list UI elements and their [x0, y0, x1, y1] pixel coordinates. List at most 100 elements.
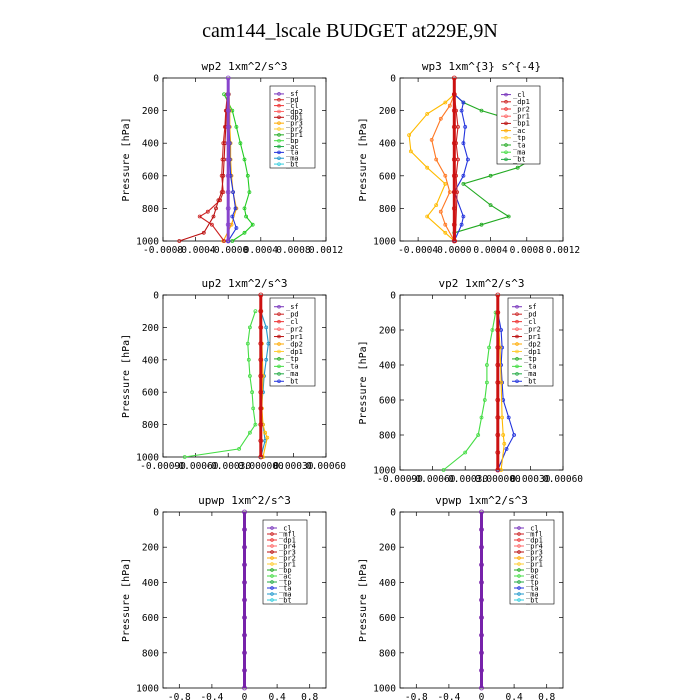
- legend-marker: [270, 562, 274, 566]
- y-tick-label: 400: [142, 139, 159, 150]
- x-tick-label: 0.00030: [510, 474, 550, 485]
- legend-entry: _cl: [524, 318, 537, 326]
- legend-entry: _pd: [286, 310, 299, 318]
- legend-entry: _bp: [279, 566, 292, 574]
- y-tick-label: 600: [142, 388, 159, 399]
- legend-entry: _ac: [513, 127, 526, 135]
- legend-marker: [517, 532, 521, 536]
- data-point: [230, 214, 235, 219]
- data-point: [500, 415, 505, 420]
- data-point: [225, 157, 231, 162]
- data-point: [425, 165, 430, 170]
- x-tick-label: 0.00060: [306, 461, 346, 472]
- data-point: [242, 615, 247, 620]
- data-point: [242, 206, 247, 211]
- y-tick-label: 400: [379, 578, 396, 589]
- legend-marker: [515, 319, 519, 324]
- data-point: [237, 446, 242, 451]
- legend-marker: [277, 312, 281, 316]
- data-point: [225, 189, 231, 195]
- legend-entry: _sf: [524, 303, 537, 311]
- legend-marker: [270, 544, 274, 548]
- data-point: [441, 468, 446, 472]
- data-point: [209, 222, 214, 227]
- legend-marker: [515, 304, 519, 309]
- data-point: [479, 509, 484, 515]
- legend-marker: [504, 143, 508, 147]
- legend-entry: _dp1: [524, 348, 541, 356]
- x-tick-label: -0.0000: [208, 245, 248, 256]
- legend-box: [269, 297, 316, 387]
- data-point: [222, 239, 227, 243]
- legend-marker: [277, 364, 281, 369]
- legend-marker: [277, 304, 281, 309]
- legend-marker: [504, 92, 508, 97]
- y-tick-label: 200: [379, 106, 396, 117]
- legend-marker: [517, 526, 521, 530]
- data-point: [495, 467, 501, 473]
- legend-marker: [517, 544, 521, 548]
- data-point: [479, 222, 484, 227]
- legend-entry: _cl: [286, 318, 299, 326]
- data-point: [451, 173, 457, 179]
- legend-entry: _bt: [279, 596, 292, 604]
- data-point: [461, 100, 466, 105]
- data-point: [225, 222, 231, 228]
- figure-title: cam144_lscale BUDGET at229E,9N: [202, 20, 498, 42]
- data-point: [263, 430, 268, 435]
- x-tick-label: 0.0000: [437, 245, 472, 256]
- legend-entry: _tp: [279, 578, 292, 586]
- y-tick-label: 600: [379, 396, 396, 407]
- legend-entry: _ac: [286, 143, 299, 151]
- data-point: [476, 433, 481, 437]
- x-tick-label: 0.0004: [473, 245, 508, 256]
- data-point: [258, 422, 264, 428]
- data-point: [242, 544, 247, 550]
- x-tick-label: 0.0008: [276, 245, 311, 256]
- data-point: [500, 345, 505, 350]
- legend-marker: [270, 526, 274, 530]
- data-point: [211, 214, 216, 219]
- data-point: [258, 308, 264, 314]
- data-point: [484, 380, 489, 385]
- data-point: [504, 447, 509, 451]
- legend-marker: [277, 357, 281, 361]
- chart-panel-6: vpwp 1xm^2/s^3 Pressure [hPa] 0 200 400 600 80…: [358, 494, 564, 700]
- x-tick-label: 0.0012: [309, 245, 343, 256]
- y-tick-label: 200: [379, 543, 396, 554]
- data-point: [506, 415, 511, 420]
- legend-entry: _pr1: [513, 113, 530, 121]
- data-point: [451, 124, 457, 130]
- chart-panel-3: up2 1xm^2/s^3 Pressure [hPa] 0 200 400 600 800…: [121, 277, 346, 472]
- legend-box: [496, 85, 541, 165]
- x-tick-label: -0.0008: [143, 245, 183, 256]
- legend-marker: [270, 586, 274, 590]
- y-tick-label: 800: [379, 431, 396, 442]
- data-point: [488, 203, 493, 208]
- legend-marker: [270, 598, 274, 602]
- legend-marker: [504, 100, 508, 104]
- legend-marker: [504, 114, 508, 118]
- data-point: [258, 341, 264, 347]
- y-axis-label: Pressure [hPa]: [358, 340, 369, 424]
- data-point: [451, 205, 457, 211]
- x-tick-label: 0: [479, 692, 485, 700]
- legend-marker: [277, 121, 281, 125]
- data-point: [225, 173, 231, 179]
- legend-entry: _ma: [524, 370, 537, 378]
- x-tick-label: -0.00030: [205, 461, 251, 472]
- legend-marker: [517, 562, 521, 566]
- legend-entry: _ta: [513, 141, 526, 149]
- data-point: [242, 685, 247, 691]
- legend-marker: [504, 150, 508, 154]
- data-point: [225, 140, 231, 146]
- legend-marker: [277, 327, 281, 331]
- legend-marker: [277, 334, 281, 339]
- data-point: [434, 203, 439, 208]
- legend-marker: [277, 109, 281, 114]
- data-point: [451, 222, 457, 228]
- legend-entry: _bp: [286, 137, 299, 145]
- plot-frame: [162, 77, 327, 242]
- data-point: [451, 140, 457, 146]
